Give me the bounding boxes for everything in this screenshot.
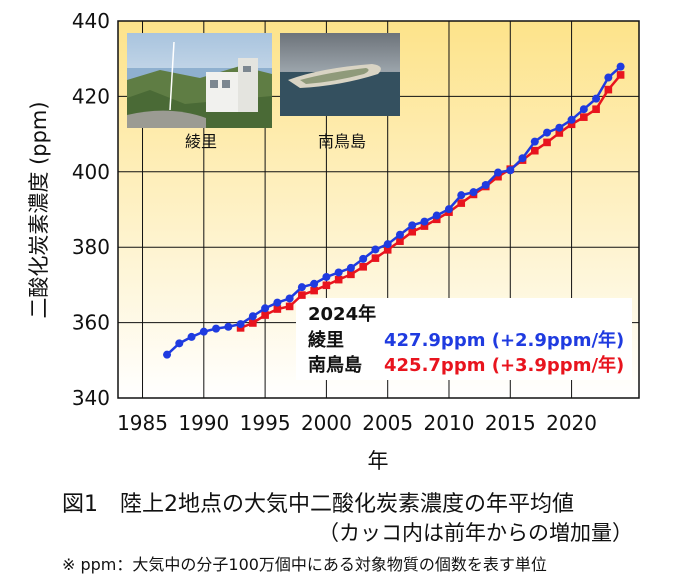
data-point-ryori [383,240,392,249]
data-point-ryori [187,332,196,341]
data-point-ryori [604,73,613,82]
data-point-minamitorishima [359,263,367,271]
data-point-minamitorishima [347,270,355,279]
photo-label-minamitorishima: 南鳥島 [318,132,366,151]
data-point-ryori [273,298,282,307]
data-point-ryori [310,279,319,288]
data-point-ryori [432,211,441,220]
data-point-ryori [579,105,588,114]
data-point-minamitorishima [555,129,564,137]
inset-value-ryori: 427.9ppm (+2.9ppm/年) [384,329,624,351]
data-point-ryori [457,191,466,200]
photo-ryori [127,33,272,128]
data-point-ryori [494,168,503,177]
data-point-minamitorishima [273,305,282,313]
data-point-ryori [322,272,331,281]
data-point-minamitorishima [408,227,417,236]
data-point-ryori [616,62,625,71]
series-layer [163,62,625,359]
data-point-minamitorishima [322,281,331,290]
figure-caption-subtitle: （カッコ内は前年からの増加量） [318,521,633,545]
x-tick-label: 2010 [424,411,475,435]
tick-labels: 1985 1990 1995 2000 2005 2010 2015 2020 340 360 38… [72,9,597,435]
x-tick-label: 2015 [485,411,536,435]
data-point-ryori [163,350,172,359]
inset-value-minamitorishima: 425.7ppm (+3.9ppm/年) [384,354,624,376]
figure-caption: 図1 陸上2地点の大気中二酸化炭素濃度の年平均値 [62,492,574,517]
data-point-minamitorishima [420,222,429,230]
data-point-ryori [444,205,453,214]
y-tick-label: 400 [72,160,110,184]
data-point-minamitorishima [494,172,502,181]
y-tick-label: 360 [72,311,110,335]
data-point-ryori [297,283,306,292]
data-point-ryori [212,324,221,333]
data-point-ryori [518,154,527,163]
data-point-minamitorishima [371,254,380,262]
data-point-ryori [359,254,368,263]
data-point-ryori [469,188,478,197]
figure-note: ※ ppm：大気中の分子100万個中にある対象物質の個数を表す単位 [62,555,547,574]
data-point-minamitorishima [543,138,551,147]
inset-station-minamitorishima: 南鳥島 [308,354,362,376]
inset-station-ryori: 綾里 [308,329,344,351]
data-point-ryori [285,294,294,303]
data-point-minamitorishima [334,275,343,284]
x-tick-label: 1995 [240,411,291,435]
data-point-ryori [408,221,417,230]
data-point-minamitorishima [616,71,625,79]
x-tick-label: 2000 [301,411,352,435]
inset-year: 2024年 [308,303,376,325]
data-point-ryori [506,166,515,175]
data-point-ryori [481,180,490,189]
photo-minamitorishima [280,33,400,116]
data-point-ryori [224,322,233,331]
x-tick-label: 2020 [546,411,597,435]
data-point-ryori [175,339,184,348]
data-point-ryori [261,304,270,313]
data-point-ryori [371,245,380,254]
data-point-ryori [248,312,257,321]
data-point-ryori [592,94,601,103]
data-point-ryori [543,128,552,137]
data-point-minamitorishima [567,120,576,129]
data-point-minamitorishima [249,319,257,327]
plot-frame [117,20,640,399]
data-point-ryori [199,327,208,336]
x-tick-label: 2005 [362,411,413,435]
x-tick-label: 1985 [117,411,168,435]
data-point-minamitorishima [383,246,392,254]
data-point-minamitorishima [604,85,613,94]
data-point-minamitorishima [396,237,404,245]
y-tick-label: 380 [72,235,110,259]
y-tick-label: 340 [72,386,110,410]
data-point-minamitorishima [457,199,466,207]
y-axis-title: 二酸化炭素濃度 (ppm) [27,101,51,318]
x-tick-label: 1990 [178,411,229,435]
y-tick-label: 420 [72,84,110,108]
y-tick-label: 440 [72,9,110,33]
data-point-ryori [555,123,564,132]
data-point-minamitorishima [310,286,318,295]
data-point-ryori [530,137,539,146]
co2-chart: 綾里 南鳥島 1985 1990 1995 2000 2005 2010 2015 2020 3… [27,9,640,473]
photo-label-ryori: 綾里 [185,132,217,151]
data-point-minamitorishima [261,311,269,319]
x-axis-title: 年 [368,449,389,473]
data-point-ryori [567,115,576,124]
data-point-ryori [236,320,245,329]
data-point-minamitorishima [580,113,588,121]
data-point-minamitorishima [298,291,306,299]
data-point-ryori [420,217,429,226]
data-point-minamitorishima [592,105,600,114]
data-point-ryori [346,263,355,272]
data-point-ryori [334,268,343,277]
data-point-minamitorishima [531,146,539,155]
data-point-ryori [395,230,404,239]
inset-panel [296,298,632,380]
data-point-minamitorishima [285,302,294,311]
